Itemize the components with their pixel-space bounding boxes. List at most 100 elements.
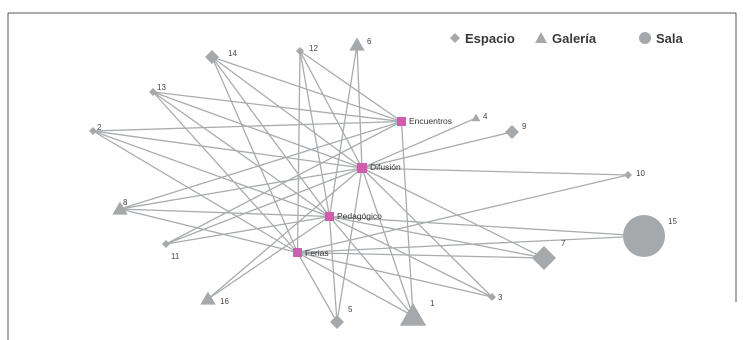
edge-9-difusion: [361, 131, 513, 169]
edge-11-pedagogico: [165, 215, 330, 245]
legend-item-sala: Sala: [639, 31, 684, 46]
edge-2-difusion: [92, 130, 363, 169]
edge-6-difusion: [356, 44, 363, 169]
edge-12-difusion: [299, 50, 363, 169]
hub-difusion: Difusión: [357, 162, 401, 173]
legend-item-galeria: Galería: [535, 31, 597, 46]
node-4-label: 4: [483, 112, 488, 121]
node-9-diamond-icon: [505, 125, 519, 139]
node-6-label: 6: [367, 37, 372, 46]
hub-pedagogico: Pedagógico: [325, 211, 382, 221]
node-9-label: 9: [522, 122, 527, 131]
edge-1-difusion: [361, 167, 414, 317]
hub-pedagogico-label: Pedagógico: [337, 211, 382, 221]
node-16-triangle-icon: [200, 291, 216, 305]
edge-12-encuentros: [299, 50, 402, 123]
node-8-label: 8: [123, 198, 128, 207]
edge-13-difusion: [152, 91, 363, 169]
node-8-triangle-icon: [112, 201, 128, 215]
node-7-label: 7: [561, 239, 566, 248]
edge-14-encuentros: [211, 56, 402, 123]
hub-ferias-marker: [293, 248, 302, 257]
edge-1-pedagogico: [329, 216, 414, 317]
node-13-diamond-icon: [149, 88, 157, 96]
edge-14-difusion: [211, 56, 363, 169]
node-4-triangle-icon: [471, 113, 481, 122]
hub-difusion-label: Difusión: [370, 162, 401, 172]
legend-label-sala: Sala: [656, 31, 684, 46]
edge-13-encuentros: [152, 91, 402, 123]
node-3-diamond-icon: [488, 293, 496, 301]
edge-8-ferias: [119, 208, 298, 254]
edge-11-difusion: [165, 167, 363, 245]
node-16-label: 16: [220, 297, 229, 306]
edge-1-encuentros: [400, 121, 414, 317]
node-5-diamond-icon: [330, 315, 344, 329]
edge-8-difusion: [119, 167, 363, 210]
node-2-label: 2: [97, 123, 102, 132]
hub-pedagogico-marker: [325, 212, 334, 221]
edge-8-encuentros: [119, 120, 402, 210]
edge-2-pedagogico: [92, 130, 330, 218]
legend-triangle-icon: [535, 32, 547, 43]
legend-diamond-icon: [450, 33, 460, 43]
edge-3-difusion: [361, 167, 493, 298]
edge-7-difusion: [361, 167, 545, 259]
hub-encuentros-marker: [397, 117, 406, 126]
edge-14-pedagogico: [211, 56, 331, 217]
edge-7-ferias: [297, 251, 545, 259]
edge-16-difusion: [207, 167, 363, 300]
node-2-diamond-icon: [89, 127, 97, 135]
node-13-label: 13: [157, 83, 166, 92]
edge-5-ferias: [296, 252, 338, 323]
edge-2-ferias: [92, 130, 298, 254]
node-12-diamond-icon: [296, 47, 304, 55]
node-15-circle-icon: [623, 215, 665, 257]
node-12-label: 12: [309, 44, 318, 53]
legend: Espacio Galería Sala: [450, 31, 684, 46]
edge-10-difusion: [361, 167, 629, 176]
node-3-label: 3: [498, 293, 503, 302]
hub-encuentros: Encuentros: [397, 116, 452, 126]
node-7-diamond-icon: [532, 246, 556, 270]
hub-difusion-marker: [357, 163, 367, 173]
hub-ferias: Ferias: [293, 248, 329, 258]
node-10-label: 10: [636, 169, 645, 178]
edge-5-pedagogico: [328, 216, 338, 323]
hub-encuentros-label: Encuentros: [409, 116, 452, 126]
node-5-label: 5: [348, 305, 353, 314]
node-10-diamond-icon: [624, 171, 632, 179]
edge-10-ferias: [297, 174, 629, 254]
edge-15-pedagogico: [329, 215, 645, 237]
legend-item-espacio: Espacio: [450, 31, 515, 46]
node-1-triangle-icon: [399, 303, 427, 326]
hub-ferias-label: Ferias: [305, 248, 329, 258]
legend-circle-icon: [639, 32, 651, 44]
edge-14-ferias: [211, 56, 299, 253]
edge-1-ferias: [297, 251, 414, 317]
node-11-label: 11: [171, 252, 180, 261]
node-14-label: 14: [228, 49, 237, 58]
legend-label-galeria: Galería: [552, 31, 597, 46]
edge-12-ferias: [296, 50, 301, 253]
legend-label-espacio: Espacio: [465, 31, 515, 46]
node-11-diamond-icon: [162, 240, 170, 248]
edge-5-difusion: [336, 167, 363, 323]
edge-6-pedagogico: [328, 44, 358, 217]
edge-3-ferias: [297, 251, 493, 298]
edge-4-difusion: [361, 117, 477, 169]
edge-16-pedagogico: [207, 215, 330, 300]
edge-13-ferias: [152, 91, 298, 253]
edge-11-encuentros: [165, 120, 402, 245]
edge-7-pedagogico: [329, 215, 545, 259]
node-6-triangle-icon: [349, 37, 365, 51]
node-1-label: 1: [430, 299, 435, 308]
edges-layer: [92, 44, 645, 323]
edge-13-pedagogico: [152, 91, 330, 218]
edge-3-pedagogico: [329, 215, 493, 298]
edge-15-ferias: [297, 235, 645, 254]
node-14-diamond-icon: [205, 50, 219, 64]
